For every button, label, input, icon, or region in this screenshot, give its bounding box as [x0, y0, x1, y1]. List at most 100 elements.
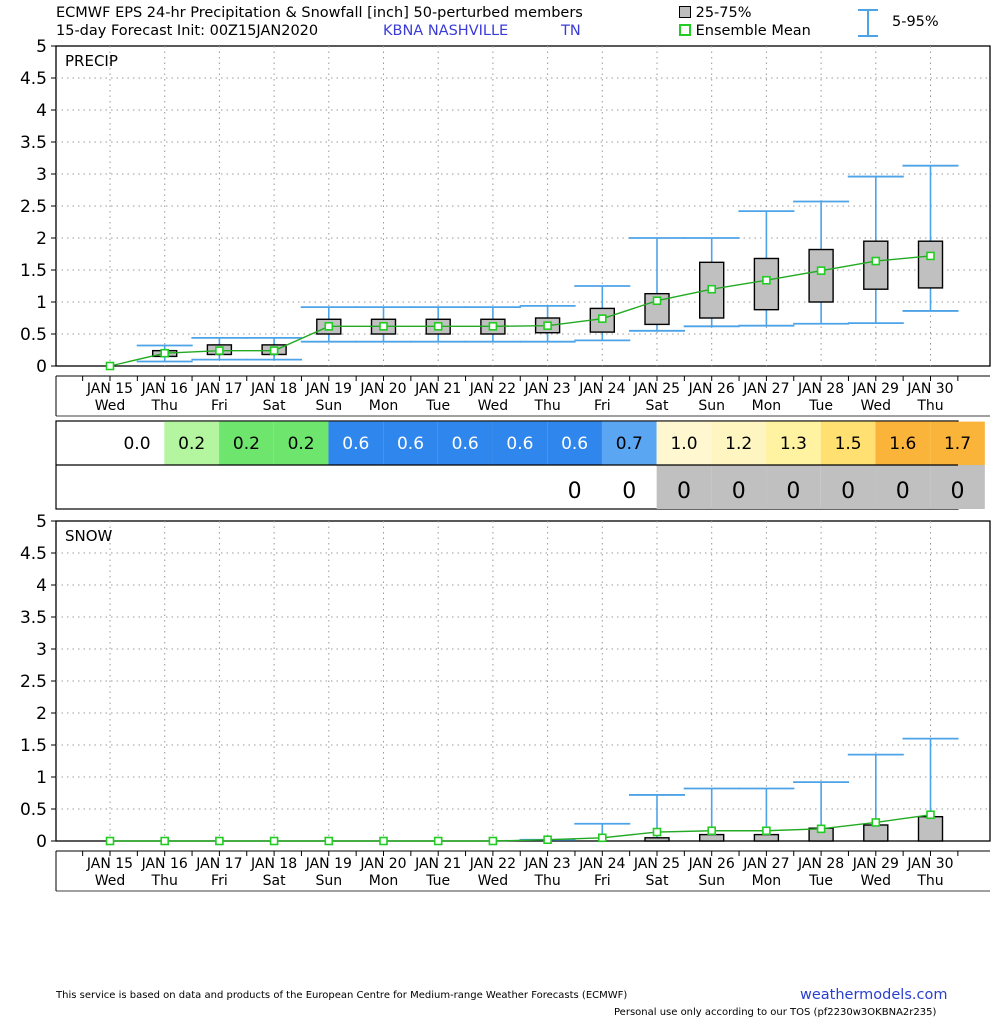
precip-box	[917, 240, 944, 289]
snow-xtick-weekday: Tue	[808, 873, 833, 889]
snow-ytick-label: 1.5	[20, 736, 47, 756]
precip-cell	[711, 421, 767, 465]
snow-cell-value: 0	[568, 479, 582, 504]
precip-xtick-weekday: Thu	[916, 398, 943, 414]
snow-cell	[656, 465, 712, 509]
box-swatch-icon	[679, 6, 691, 18]
precip-xtick-date: JAN 26	[688, 381, 735, 397]
snow-xtick-date: JAN 24	[578, 856, 625, 872]
snow-cell	[820, 465, 876, 509]
precip-ytick-label: 4	[36, 101, 47, 121]
snow-mean-point	[433, 836, 443, 846]
data-table: 0.0 0.2 0.2 0.2 0.6 0.6 0.6 0.6 0.6 0 0.7 0 1.0 0 1.2 0…	[55, 420, 985, 510]
snow-mean-line	[110, 814, 931, 842]
chart-title: ECMWF EPS 24-hr Precipitation & Snowfall…	[56, 5, 583, 21]
snow-mean-point	[762, 826, 771, 836]
snow-ytick-label: 2.5	[20, 672, 47, 692]
precip-mean-point	[707, 284, 717, 294]
snow-mean-point	[926, 810, 935, 820]
precip-xtick-date: JAN 23	[523, 381, 570, 397]
precip-cell-value: 1.7	[944, 434, 971, 454]
snow-mean-point	[215, 836, 224, 846]
snow-cell-value: 0	[677, 479, 691, 504]
snow-xtick-weekday: Wed	[478, 873, 509, 889]
precip-panel-label: PRECIP	[65, 52, 118, 70]
snow-xtick-weekday: Thu	[151, 873, 178, 889]
snow-mean-point	[379, 836, 388, 846]
snow-xtick-date: JAN 26	[688, 856, 735, 872]
snow-mean-point	[652, 827, 662, 837]
precip-ytick-label: 5	[36, 37, 47, 57]
chart-subtitle: 15-day Forecast Init: 00Z15JAN2020	[56, 23, 319, 39]
snow-mean-point	[324, 836, 334, 846]
snow-box	[699, 833, 725, 842]
snow-xtick-weekday: Thu	[916, 873, 943, 889]
precip-xtick-weekday: Sat	[646, 398, 669, 414]
precip-xtick-date: JAN 28	[797, 381, 844, 397]
snow-cell	[766, 465, 821, 509]
precip-cell-value: 0.6	[397, 434, 424, 454]
precip-cell-value: 0.6	[342, 434, 369, 454]
precip-cell	[601, 421, 657, 465]
snow-xtick-date: JAN 22	[469, 856, 516, 872]
precip-xtick-date: JAN 30	[906, 381, 953, 397]
precip-cell-value: 0.0	[123, 434, 150, 454]
snow-cell-value: 0	[951, 479, 965, 504]
snow-cell-value: 0	[786, 479, 800, 504]
site-link[interactable]: weathermodels.com	[800, 987, 948, 1003]
precip-cell-value: 0.2	[233, 434, 260, 454]
precip-box	[808, 248, 834, 303]
precip-cell	[656, 421, 712, 465]
snow-xtick-date: JAN 21	[414, 856, 461, 872]
snow-cell-value: 0	[841, 479, 855, 504]
mean-swatch-icon	[679, 24, 691, 36]
precip-ytick-label: 0	[36, 357, 47, 377]
snow-mean-point	[269, 836, 279, 846]
snow-xtick-date: JAN 27	[742, 856, 789, 872]
precip-cell	[328, 421, 384, 465]
snow-mean-point	[543, 835, 552, 845]
snow-ytick-label: 4	[36, 576, 47, 596]
snow-ytick-label: 1	[36, 768, 47, 788]
precip-mean-point	[269, 346, 279, 355]
precip-xtick-date: JAN 21	[414, 381, 461, 397]
precip-cell	[383, 421, 438, 465]
precip-ytick-label: 1.5	[20, 261, 47, 281]
precip-cell	[273, 421, 329, 465]
precip-cell-value: 0.2	[288, 434, 315, 454]
precip-ytick-label: 3.5	[20, 133, 47, 153]
precip-box	[699, 261, 725, 319]
snow-mean-point	[105, 836, 115, 846]
snow-mean-point	[160, 836, 169, 846]
snow-xtick-date: JAN 19	[305, 856, 352, 872]
precip-xtick-weekday: Mon	[752, 398, 782, 414]
snow-ytick-label: 0.5	[20, 800, 47, 820]
snow-box	[753, 833, 780, 842]
precip-xtick-weekday: Sun	[315, 398, 342, 414]
snow-ytick-label: 2	[36, 704, 47, 724]
precip-ytick-label: 3	[36, 165, 47, 185]
precip-cell	[164, 421, 220, 465]
precip-xtick-weekday: Tue	[808, 398, 833, 414]
precip-mean-point	[160, 348, 169, 358]
snow-ytick-label: 0	[36, 832, 47, 852]
precip-xtick-weekday: Tue	[425, 398, 450, 414]
precip-cell-value: 0.6	[561, 434, 588, 454]
snow-xtick-date: JAN 17	[195, 856, 242, 872]
precip-ytick-label: 2.5	[20, 197, 47, 217]
precip-mean-point	[433, 322, 443, 331]
snow-xtick-weekday: Fri	[594, 873, 611, 889]
precip-mean-point	[762, 275, 771, 285]
precip-xtick-weekday: Thu	[151, 398, 178, 414]
precip-xtick-weekday: Mon	[369, 398, 399, 414]
precip-xtick-date: JAN 24	[578, 381, 625, 397]
precip-mean-point	[926, 251, 935, 261]
snow-box	[863, 824, 889, 842]
snow-xtick-weekday: Wed	[95, 873, 126, 889]
precip-xtick-date: JAN 15	[86, 381, 133, 397]
precip-xtick-weekday: Wed	[478, 398, 509, 414]
snow-cell	[875, 465, 931, 509]
precip-xtick-weekday: Fri	[594, 398, 611, 414]
precip-xtick-date: JAN 18	[250, 381, 297, 397]
